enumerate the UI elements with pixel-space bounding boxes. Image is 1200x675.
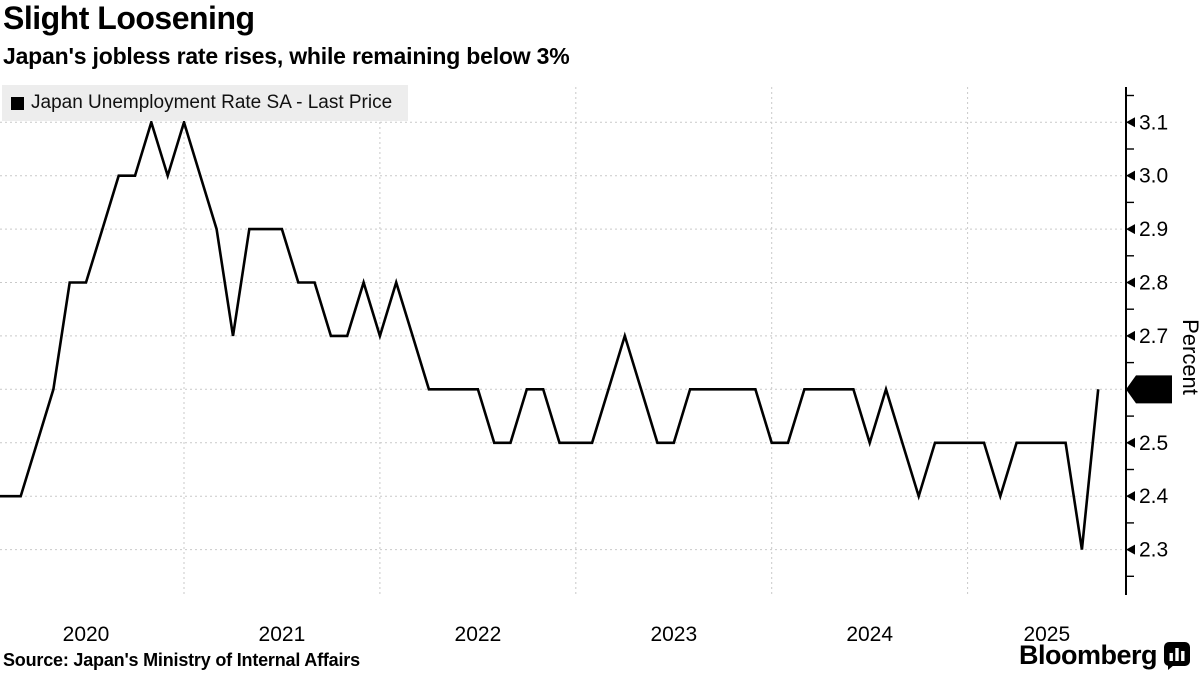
bloomberg-branding: Bloomberg xyxy=(1019,640,1190,671)
legend-series-label: Japan Unemployment Rate SA - Last Price xyxy=(31,92,393,113)
bloomberg-logo-icon xyxy=(1164,641,1190,670)
bloomberg-wordmark: Bloomberg xyxy=(1018,640,1158,670)
x-tick-label: 2022 xyxy=(455,623,502,646)
last-price-label: 2.6 xyxy=(1138,379,1167,402)
y-tick-label: 2.8 xyxy=(1139,272,1168,295)
price-line xyxy=(0,117,1100,550)
y-axis-title: Percent xyxy=(1178,319,1200,395)
y-tick-arrow-icon xyxy=(1126,437,1135,448)
y-tick-arrow-icon xyxy=(1126,277,1135,288)
y-tick-label: 2.5 xyxy=(1139,432,1168,455)
x-tick-label: 2023 xyxy=(650,623,697,646)
x-tick-label: 2020 xyxy=(63,623,110,646)
chart-legend: Japan Unemployment Rate SA - Last Price xyxy=(2,85,409,121)
y-tick-label: 3.1 xyxy=(1139,111,1168,134)
y-tick-arrow-icon xyxy=(1126,224,1135,235)
legend-series-swatch-icon xyxy=(11,96,24,110)
x-tick-label: 2024 xyxy=(846,623,893,646)
y-tick-arrow-icon xyxy=(1126,544,1135,555)
y-tick-label: 3.0 xyxy=(1139,165,1168,188)
x-tick-label: 2025 xyxy=(1023,623,1070,646)
y-tick-label: 2.3 xyxy=(1139,539,1168,562)
y-tick-arrow-icon xyxy=(1126,491,1135,502)
y-tick-arrow-icon xyxy=(1126,117,1135,128)
y-tick-arrow-icon xyxy=(1126,330,1135,341)
chart-subtitle: Japan's jobless rate rises, while remain… xyxy=(3,43,570,69)
y-tick-arrow-icon xyxy=(1126,170,1135,181)
y-tick-label: 2.7 xyxy=(1139,325,1168,348)
chart-title: Slight Loosening xyxy=(3,0,255,36)
y-tick-label: 2.4 xyxy=(1139,485,1169,508)
last-price-badge xyxy=(1126,375,1172,404)
x-tick-label: 2021 xyxy=(259,623,306,646)
y-tick-label: 2.9 xyxy=(1139,218,1168,241)
source-note: Source: Japan's Ministry of Internal Aff… xyxy=(3,650,360,670)
